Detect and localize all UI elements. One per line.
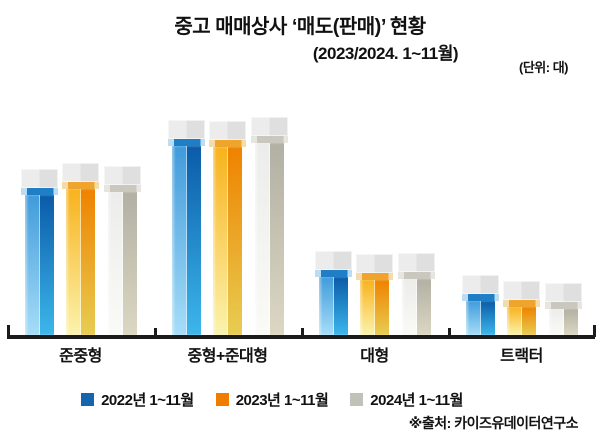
bar-mid-plus-semi-large-2024 — [255, 143, 284, 335]
bar-tractor-2023 — [507, 307, 536, 335]
legend-item-2022: 2022년 1~11월 — [81, 389, 194, 410]
bar-tractor-2024 — [549, 309, 578, 335]
legend-label-2023: 2023년 1~11월 — [235, 392, 329, 409]
legend-swatch-2024 — [350, 393, 364, 406]
bar-semi-mid-2022-cap — [21, 169, 58, 188]
legend-item-2024: 2024년 1~11월 — [350, 389, 463, 410]
bar-semi-mid-2022 — [25, 195, 54, 335]
bar-large-2022-cap — [315, 251, 352, 270]
category-label-large: 대형 — [360, 348, 389, 365]
legend-swatch-2023 — [215, 393, 229, 406]
bar-mid-plus-semi-large-2023-stripe — [209, 140, 246, 147]
bar-tractor-2024-stripe — [545, 302, 582, 309]
chart-title: 중고 매매상사 ‘매도(판매)’ 현황 — [174, 16, 426, 38]
bar-large-2022 — [319, 277, 348, 335]
bar-large-2023-cap — [356, 254, 393, 273]
category-label-tractor: 트랙터 — [500, 348, 543, 365]
bar-mid-plus-semi-large-2022-stripe — [168, 139, 205, 146]
legend-label-2024: 2024년 1~11월 — [370, 392, 463, 409]
bar-mid-plus-semi-large-2022-cap — [168, 120, 205, 139]
bar-semi-mid-2022-stripe — [21, 188, 58, 195]
bar-mid-plus-semi-large-2024-cap — [251, 117, 288, 136]
x-axis-tick — [593, 325, 596, 337]
bar-semi-mid-2023 — [66, 189, 95, 335]
chart-subtitle: (2023/2024. 1~11월) — [312, 44, 459, 63]
bar-semi-mid-2024-cap — [104, 166, 141, 185]
category-axis-labels: 준중형 중형+준대형 대형 트랙터 — [0, 342, 600, 365]
legend: 2022년 1~11월 2023년 1~11월 2024년 1~11월 — [0, 389, 572, 410]
bar-tractor-2023-cap — [503, 281, 540, 300]
x-axis-tick — [154, 328, 157, 337]
bar-semi-mid-2024-stripe — [104, 185, 141, 192]
bar-tractor-2023-stripe — [503, 300, 540, 307]
bar-tractor-2022-stripe — [462, 294, 499, 301]
x-axis-tick — [7, 325, 10, 337]
unit-label: (단위: 대) — [519, 60, 568, 75]
bar-large-2023 — [360, 280, 389, 335]
category-label-semi-mid: 준중형 — [59, 348, 102, 365]
legend-item-2023: 2023년 1~11월 — [215, 389, 329, 410]
bar-large-2023-stripe — [356, 273, 393, 280]
x-axis-tick — [448, 328, 451, 337]
bar-mid-plus-semi-large-2024-stripe — [251, 136, 288, 143]
bar-mid-plus-semi-large-2023-cap — [209, 121, 246, 140]
legend-swatch-2022 — [81, 393, 95, 406]
bar-tractor-2022 — [466, 301, 495, 335]
bar-large-2024 — [402, 279, 431, 335]
bar-semi-mid-2023-stripe — [62, 182, 99, 189]
bar-large-2024-stripe — [398, 272, 435, 279]
legend-label-2022: 2022년 1~11월 — [101, 392, 194, 409]
category-label-mid-plus-semi-large: 중형+준대형 — [187, 348, 268, 365]
bar-tractor-2024-cap — [545, 283, 582, 302]
source-label: ※출처: 카이즈유데이터연구소 — [408, 415, 579, 431]
bar-large-2024-cap — [398, 253, 435, 272]
bar-large-2022-stripe — [315, 270, 352, 277]
x-axis-line — [7, 335, 595, 339]
plot-area — [7, 117, 596, 339]
bar-semi-mid-2023-cap — [62, 163, 99, 182]
bar-tractor-2022-cap — [462, 275, 499, 294]
bar-mid-plus-semi-large-2023 — [213, 147, 242, 335]
bar-semi-mid-2024 — [108, 192, 137, 335]
bar-mid-plus-semi-large-2022 — [172, 146, 201, 335]
x-axis-tick — [301, 328, 304, 337]
